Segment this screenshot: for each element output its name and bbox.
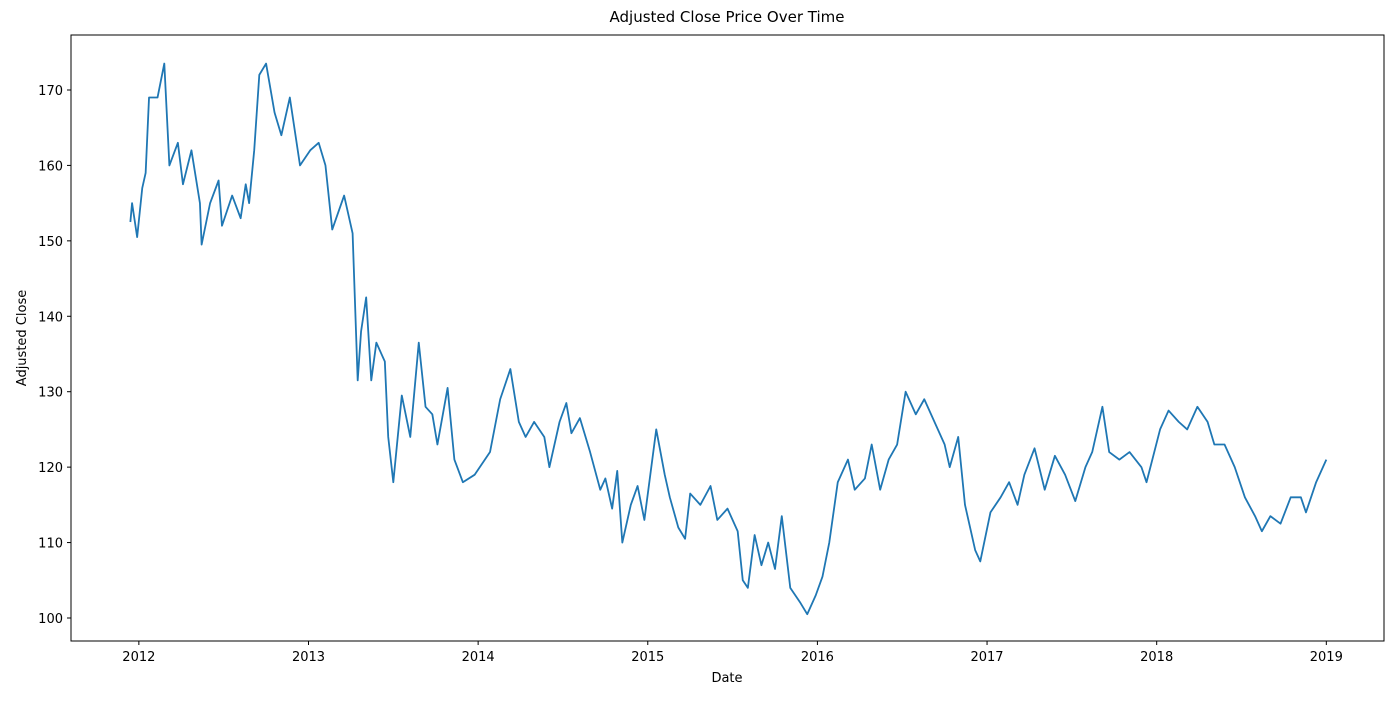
x-tick-label: 2014 [462, 650, 495, 665]
plot-frame [70, 34, 1385, 642]
y-tick-label: 160 [38, 159, 63, 174]
y-tick-label: 140 [38, 310, 63, 325]
x-tick-label: 2017 [970, 650, 1003, 665]
data-line [129, 62, 1328, 616]
x-tick-label: 2012 [122, 650, 155, 665]
x-tick-label: 2013 [292, 650, 325, 665]
y-axis-label: Adjusted Close [15, 290, 30, 386]
y-tick-label: 150 [38, 235, 63, 250]
chart-title: Adjusted Close Price Over Time [610, 8, 845, 26]
x-tick-label: 2016 [801, 650, 834, 665]
x-tick-label: 2015 [631, 650, 664, 665]
y-tick-label: 120 [38, 461, 63, 476]
x-tick-label: 2019 [1310, 650, 1343, 665]
x-axis-label: Date [711, 671, 742, 686]
y-tick-label: 100 [38, 612, 63, 627]
y-tick-label: 170 [38, 84, 63, 99]
y-tick-label: 110 [38, 537, 63, 552]
x-tick-label: 2018 [1140, 650, 1173, 665]
y-tick-label: 130 [38, 386, 63, 401]
